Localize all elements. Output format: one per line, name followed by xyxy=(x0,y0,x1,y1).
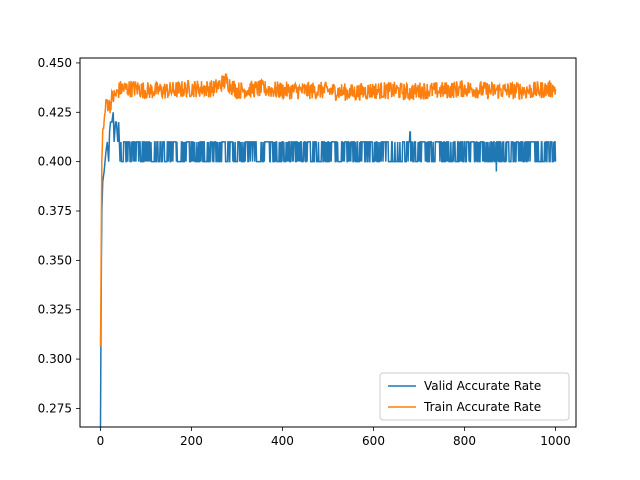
x-tick-label: 600 xyxy=(362,434,385,448)
legend-entry: Train Accurate Rate xyxy=(423,400,541,414)
y-tick-label: 0.350 xyxy=(38,253,72,267)
legend-entry: Valid Accurate Rate xyxy=(424,379,541,393)
x-tick-label: 1000 xyxy=(540,434,571,448)
y-tick-label: 0.400 xyxy=(38,155,72,169)
y-tick-label: 0.425 xyxy=(38,105,72,119)
train-accurate-rate-line xyxy=(99,73,557,347)
x-tick-label: 0 xyxy=(97,434,105,448)
y-tick-label: 0.325 xyxy=(38,303,72,317)
legend: Valid Accurate Rate Train Accurate Rate xyxy=(379,372,570,421)
x-axis-ticks: 0 200 400 600 800 1000 xyxy=(97,427,571,448)
y-tick-label: 0.275 xyxy=(38,401,72,415)
x-tick-label: 800 xyxy=(453,434,476,448)
axes-frame xyxy=(79,57,577,428)
y-tick-label: 0.450 xyxy=(38,56,72,70)
y-tick-label: 0.300 xyxy=(38,352,72,366)
x-tick-label: 200 xyxy=(180,434,203,448)
y-tick-label: 0.375 xyxy=(38,204,72,218)
legend-box xyxy=(379,372,570,421)
valid-accurate-rate-line xyxy=(99,112,557,429)
plot-lines xyxy=(99,73,557,429)
x-tick-label: 400 xyxy=(271,434,294,448)
y-axis-ticks: 0.275 0.300 0.325 0.350 0.375 0.400 0.425 0.450 xyxy=(38,56,80,415)
